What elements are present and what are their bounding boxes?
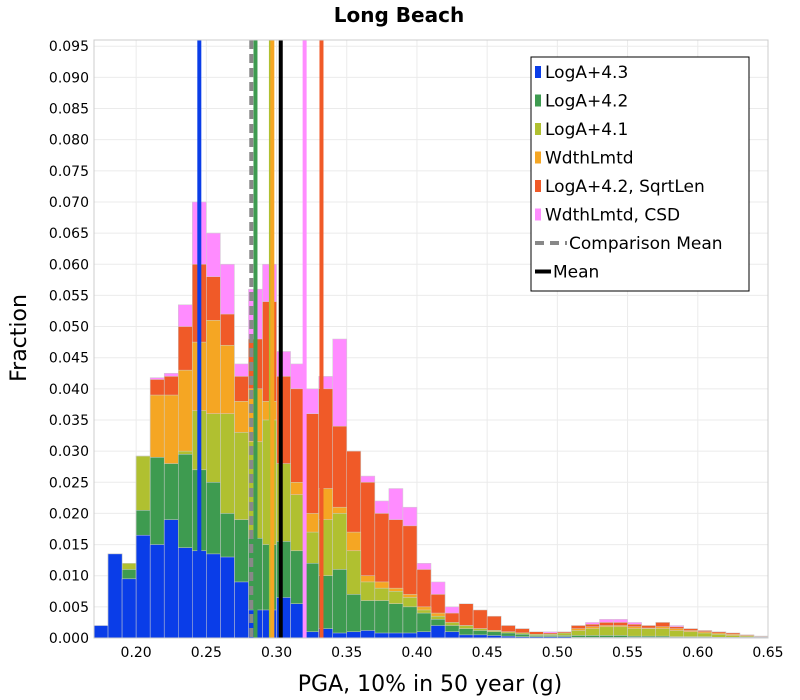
legend-item: LogA+4.3 [535,63,628,83]
histogram-bar [416,631,432,639]
x-tick-label: 0.60 [682,645,713,661]
histogram-bar [374,600,390,639]
legend-label: LogA+4.2 [545,92,628,112]
legend: LogA+4.3 LogA+4.2 LogA+4.1 WdthLmtd LogA+4.2… [530,56,750,292]
y-tick-label: 0.055 [49,288,89,304]
legend-label: LogA+4.3 [545,63,628,83]
histogram-bar [402,632,418,639]
legend-item: Comparison Mean [535,234,723,254]
histogram-bar [444,631,460,639]
legend-item: Mean [535,263,599,283]
y-axis-label: Fraction [7,294,32,382]
y-tick-label: 0.045 [49,351,89,367]
y-tick-label: 0.030 [49,444,89,460]
y-tick-label: 0.060 [49,257,89,273]
plot-frame [93,39,769,639]
legend-label: Comparison Mean [569,234,723,254]
histogram-bar [304,631,319,639]
y-tick-label: 0.075 [49,164,89,180]
y-tick-label: 0.050 [49,320,89,336]
x-tick-label: 0.50 [542,645,573,661]
histogram-bar [178,547,193,639]
histogram-bar [163,519,179,639]
histogram-bar [346,631,362,639]
legend-swatch [535,123,541,135]
x-tick-label: 0.25 [191,645,222,661]
y-tick-label: 0.005 [49,600,89,616]
mean-lines [197,40,324,638]
histogram-bar [135,534,151,639]
y-tick-label: 0.025 [49,475,89,491]
x-tick-label: 0.40 [401,645,432,661]
histogram-bar [430,625,446,639]
histogram-bar [220,556,235,639]
histogram-bar [360,630,376,639]
legend-label: LogA+4.1 [545,120,628,140]
y-tick-label: 0.070 [49,195,89,211]
y-tick-label: 0.015 [49,538,89,554]
legend-swatch [535,94,541,107]
x-axis-label: PGA, 10% in 50 year (g) [298,672,562,697]
x-tick-label: 0.45 [472,645,503,661]
histogram-bar [206,553,221,639]
histogram-bar [107,553,123,639]
x-axis-ticks: 0.20 0.25 0.30 0.35 0.40 0.45 0.50 0.55 0.60 0.65 [121,645,784,661]
y-tick-label: 0.000 [49,631,89,647]
legend-item: WdthLmtd [535,149,634,169]
histogram-bar [234,581,249,639]
histogram-bar [388,632,404,639]
y-tick-label: 0.035 [49,413,89,429]
legend-swatch [535,180,541,192]
y-axis-ticks: 0.000 0.005 0.010 0.015 0.020 0.025 0.030 0.035… [49,39,89,647]
legend-label: LogA+4.2, SqrtLen [545,177,705,197]
histogram-bar [346,594,362,639]
histogram-bar [93,625,109,639]
histogram-bar [304,563,319,639]
y-tick-label: 0.010 [49,569,89,585]
histogram-bar [332,569,348,639]
x-tick-label: 0.55 [612,645,643,661]
histogram-bar [332,632,348,639]
x-tick-label: 0.20 [121,645,152,661]
legend-swatch [535,151,541,164]
histogram-bar [374,632,390,639]
legend-label: WdthLmtd, CSD [545,206,680,226]
histogram-bar [121,578,137,639]
legend-label: WdthLmtd [545,149,634,169]
y-tick-label: 0.040 [49,382,89,398]
histogram-bar [276,597,291,639]
legend-label: Mean [553,263,599,283]
x-tick-label: 0.30 [261,645,292,661]
legend-swatch [535,208,541,221]
histogram-bar [149,544,165,639]
legend-item: WdthLmtd, CSD [535,206,680,226]
histogram-bar [290,603,305,639]
y-tick-label: 0.090 [49,70,89,86]
chart-title: Long Beach [334,3,464,27]
y-tick-label: 0.065 [49,226,89,242]
x-tick-label: 0.35 [331,645,362,661]
legend-item: LogA+4.2 [535,92,628,112]
y-tick-label: 0.095 [49,39,89,55]
y-tick-label: 0.085 [49,102,89,118]
x-tick-label: 0.65 [752,645,783,661]
legend-item: LogA+4.2, SqrtLen [535,177,705,197]
legend-item: LogA+4.1 [535,120,628,140]
y-tick-label: 0.080 [49,133,89,149]
legend-box [530,56,750,292]
y-tick-label: 0.020 [49,506,89,522]
legend-swatch [535,66,541,78]
